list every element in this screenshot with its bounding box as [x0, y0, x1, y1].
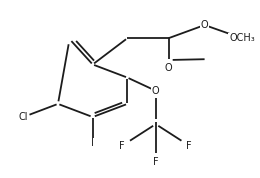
Text: F: F: [186, 141, 192, 151]
Text: OCH₃: OCH₃: [229, 33, 255, 43]
Text: I: I: [91, 138, 94, 148]
Text: O: O: [152, 86, 160, 96]
Text: F: F: [153, 157, 159, 167]
Text: Cl: Cl: [18, 112, 28, 122]
Text: F: F: [120, 141, 125, 151]
Text: O: O: [201, 20, 209, 30]
Text: O: O: [165, 63, 172, 73]
